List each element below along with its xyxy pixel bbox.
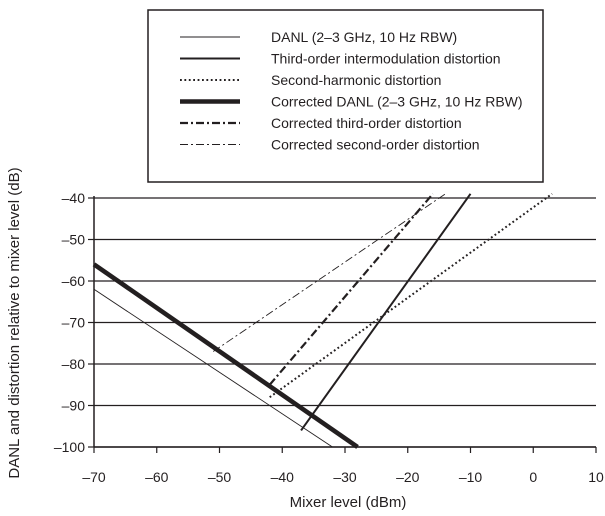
- series-line-solid: [300, 193, 472, 431]
- x-tick-label: –70: [82, 469, 106, 485]
- legend-label: Corrected second-order distortion: [271, 137, 480, 153]
- legend-label: DANL (2–3 GHz, 10 Hz RBW): [271, 29, 457, 45]
- y-tick-label: –40: [62, 190, 86, 206]
- legend: DANL (2–3 GHz, 10 Hz RBW) Third-order int…: [180, 29, 523, 153]
- y-tick-label: –80: [62, 356, 86, 372]
- series-line-thick-solid: [92, 262, 359, 449]
- x-tick-label: –30: [333, 469, 357, 485]
- x-tick-label: –40: [271, 469, 295, 485]
- y-tick-label: –50: [62, 232, 86, 248]
- y-axis-ticks: –40 –50 –60 –70 –80 –90 –100: [54, 190, 94, 455]
- series-line-dotted: [269, 193, 553, 399]
- y-tick-label: –100: [54, 439, 85, 455]
- y-tick-label: –70: [62, 315, 86, 331]
- legend-label: Third-order intermodulation distortion: [271, 51, 501, 67]
- x-tick-label: –10: [459, 469, 483, 485]
- series-line-thin-solid: [93, 288, 333, 448]
- legend-label: Second-harmonic distortion: [271, 72, 441, 88]
- y-tick-label: –90: [62, 398, 86, 414]
- x-axis-label: Mixer level (dBm): [290, 494, 407, 511]
- legend-box: [147, 9, 544, 183]
- series-line-dash-dot: [268, 193, 434, 386]
- series-line-thin-dash-dot: [212, 193, 446, 352]
- axes: [93, 196, 596, 448]
- x-tick-label: 10: [588, 469, 604, 485]
- x-tick-label: –20: [396, 469, 420, 485]
- y-tick-label: –60: [62, 273, 86, 289]
- x-tick-label: 0: [529, 469, 537, 485]
- x-axis-ticks: –70 –60 –50 –40 –30 –20 –10 0 10: [82, 447, 604, 485]
- x-tick-label: –50: [208, 469, 232, 485]
- x-tick-label: –60: [145, 469, 169, 485]
- y-axis-label: DANL and distortion relative to mixer le…: [6, 167, 23, 478]
- legend-label: Corrected DANL (2–3 GHz, 10 Hz RBW): [271, 94, 523, 110]
- grid: [94, 197, 596, 448]
- series-lines: [92, 193, 553, 449]
- legend-label: Corrected third-order distortion: [271, 115, 462, 131]
